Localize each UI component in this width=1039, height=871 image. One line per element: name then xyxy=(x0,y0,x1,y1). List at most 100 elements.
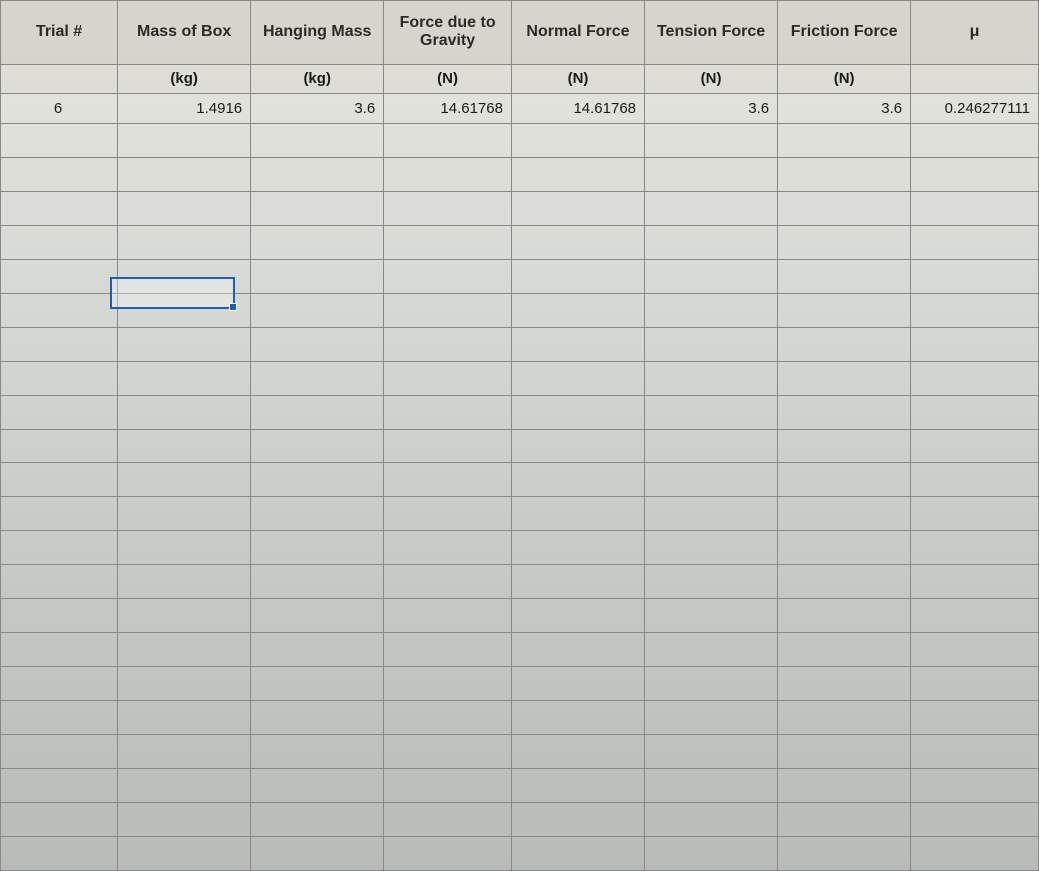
empty-cell[interactable] xyxy=(118,225,251,259)
empty-cell[interactable] xyxy=(511,599,644,633)
empty-cell[interactable] xyxy=(911,497,1039,531)
empty-cell[interactable] xyxy=(384,293,512,327)
empty-cell[interactable] xyxy=(645,463,778,497)
empty-cell[interactable] xyxy=(251,633,384,667)
empty-cell[interactable] xyxy=(911,599,1039,633)
empty-cell[interactable] xyxy=(384,191,512,225)
empty-cell[interactable] xyxy=(911,463,1039,497)
empty-cell[interactable] xyxy=(384,836,512,870)
empty-cell[interactable] xyxy=(645,633,778,667)
empty-cell[interactable] xyxy=(778,768,911,802)
header-mass-box[interactable]: Mass of Box xyxy=(118,1,251,65)
empty-cell[interactable] xyxy=(251,158,384,192)
empty-cell[interactable] xyxy=(1,361,118,395)
empty-cell[interactable] xyxy=(645,599,778,633)
empty-cell[interactable] xyxy=(511,191,644,225)
unit-trial[interactable] xyxy=(1,64,118,94)
empty-cell[interactable] xyxy=(645,191,778,225)
empty-cell[interactable] xyxy=(1,667,118,701)
empty-cell[interactable] xyxy=(251,124,384,158)
empty-cell[interactable] xyxy=(778,633,911,667)
empty-cell[interactable] xyxy=(511,633,644,667)
empty-cell[interactable] xyxy=(118,158,251,192)
empty-cell[interactable] xyxy=(384,734,512,768)
empty-cell[interactable] xyxy=(645,124,778,158)
empty-cell[interactable] xyxy=(251,429,384,463)
empty-cell[interactable] xyxy=(645,802,778,836)
empty-cell[interactable] xyxy=(911,734,1039,768)
empty-cell[interactable] xyxy=(778,395,911,429)
empty-cell[interactable] xyxy=(1,531,118,565)
empty-cell[interactable] xyxy=(778,734,911,768)
empty-cell[interactable] xyxy=(511,225,644,259)
unit-mu[interactable] xyxy=(911,64,1039,94)
empty-cell[interactable] xyxy=(251,667,384,701)
empty-cell[interactable] xyxy=(384,599,512,633)
data-hanging-mass[interactable]: 3.6 xyxy=(251,94,384,124)
physics-data-table[interactable]: Trial # Mass of Box Hanging Mass Force d… xyxy=(0,0,1039,871)
empty-cell[interactable] xyxy=(251,259,384,293)
header-hanging-mass[interactable]: Hanging Mass xyxy=(251,1,384,65)
empty-cell[interactable] xyxy=(645,327,778,361)
empty-cell[interactable] xyxy=(118,836,251,870)
empty-cell[interactable] xyxy=(645,225,778,259)
empty-cell[interactable] xyxy=(511,158,644,192)
data-tension-force[interactable]: 3.6 xyxy=(645,94,778,124)
empty-cell[interactable] xyxy=(251,361,384,395)
empty-cell[interactable] xyxy=(1,395,118,429)
empty-cell[interactable] xyxy=(118,497,251,531)
empty-cell[interactable] xyxy=(911,124,1039,158)
empty-cell[interactable] xyxy=(911,293,1039,327)
empty-cell[interactable] xyxy=(645,667,778,701)
empty-cell[interactable] xyxy=(778,293,911,327)
empty-cell[interactable] xyxy=(251,565,384,599)
empty-cell[interactable] xyxy=(911,259,1039,293)
empty-cell[interactable] xyxy=(1,565,118,599)
empty-cell[interactable] xyxy=(778,361,911,395)
empty-cell[interactable] xyxy=(511,395,644,429)
empty-cell[interactable] xyxy=(384,259,512,293)
empty-cell[interactable] xyxy=(511,361,644,395)
empty-cell[interactable] xyxy=(251,225,384,259)
empty-cell[interactable] xyxy=(384,463,512,497)
empty-cell[interactable] xyxy=(778,429,911,463)
data-trial[interactable]: 6 xyxy=(1,94,118,124)
unit-force-gravity[interactable]: (N) xyxy=(384,64,512,94)
empty-cell[interactable] xyxy=(118,667,251,701)
empty-cell[interactable] xyxy=(118,327,251,361)
empty-cell[interactable] xyxy=(778,327,911,361)
empty-cell[interactable] xyxy=(384,633,512,667)
empty-cell[interactable] xyxy=(1,802,118,836)
empty-cell[interactable] xyxy=(778,701,911,735)
empty-cell[interactable] xyxy=(645,259,778,293)
data-mass-box[interactable]: 1.4916 xyxy=(118,94,251,124)
empty-cell[interactable] xyxy=(511,802,644,836)
empty-cell[interactable] xyxy=(911,327,1039,361)
header-mu[interactable]: μ xyxy=(911,1,1039,65)
empty-cell[interactable] xyxy=(778,158,911,192)
empty-cell[interactable] xyxy=(384,395,512,429)
empty-cell[interactable] xyxy=(251,734,384,768)
empty-cell[interactable] xyxy=(645,701,778,735)
empty-cell[interactable] xyxy=(251,497,384,531)
empty-cell[interactable] xyxy=(118,531,251,565)
empty-cell[interactable] xyxy=(911,565,1039,599)
header-friction-force[interactable]: Friction Force xyxy=(778,1,911,65)
empty-cell[interactable] xyxy=(511,429,644,463)
empty-cell[interactable] xyxy=(118,802,251,836)
empty-cell[interactable] xyxy=(645,158,778,192)
empty-cell[interactable] xyxy=(645,497,778,531)
empty-cell[interactable] xyxy=(1,429,118,463)
empty-cell[interactable] xyxy=(384,361,512,395)
empty-cell[interactable] xyxy=(1,327,118,361)
empty-cell[interactable] xyxy=(118,124,251,158)
empty-cell[interactable] xyxy=(778,463,911,497)
empty-cell[interactable] xyxy=(511,463,644,497)
empty-cell[interactable] xyxy=(511,259,644,293)
data-force-gravity[interactable]: 14.61768 xyxy=(384,94,512,124)
empty-cell[interactable] xyxy=(384,497,512,531)
empty-cell[interactable] xyxy=(384,768,512,802)
empty-cell[interactable] xyxy=(1,293,118,327)
empty-cell[interactable] xyxy=(384,565,512,599)
empty-cell[interactable] xyxy=(911,429,1039,463)
